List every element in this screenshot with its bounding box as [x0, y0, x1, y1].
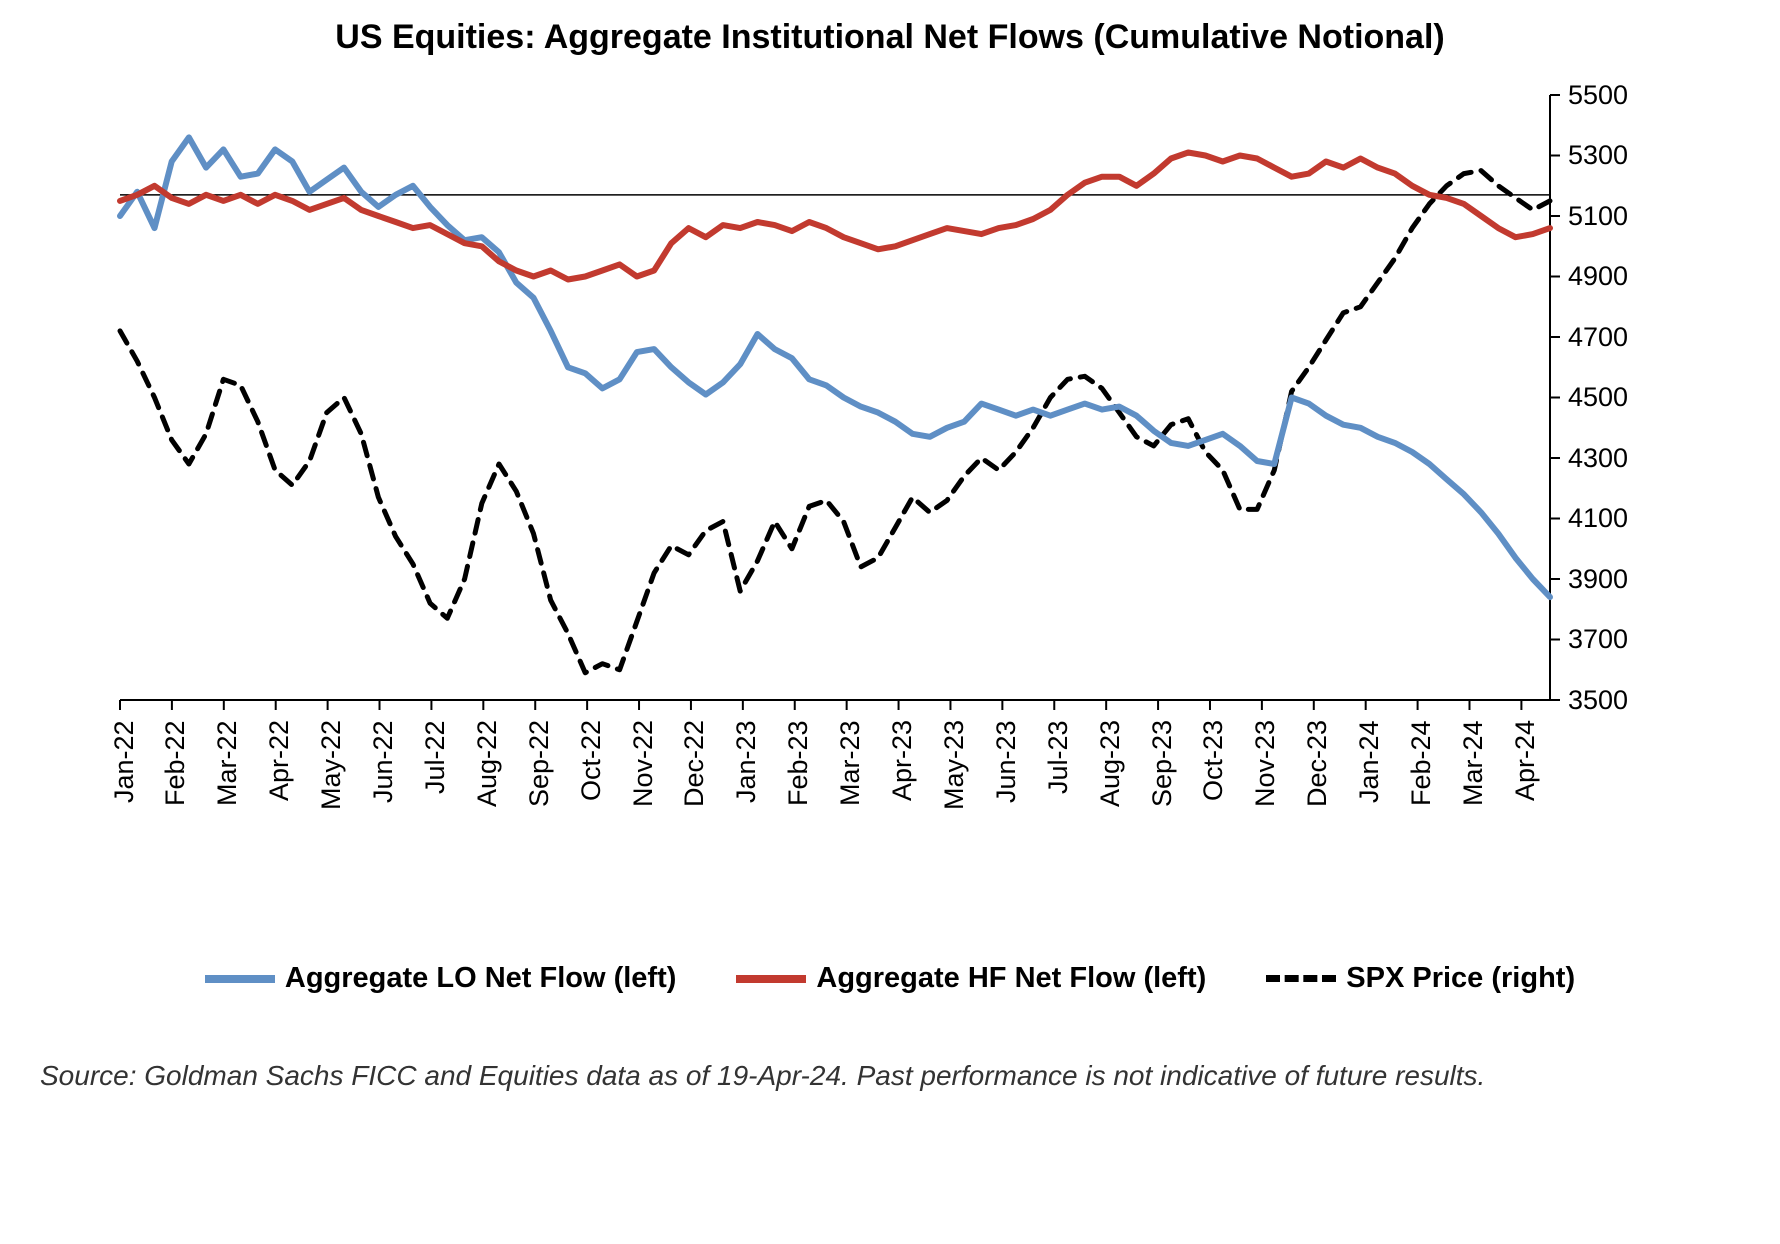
- y-tick-label: 5300: [1568, 140, 1628, 171]
- x-tick-label: Feb-24: [1406, 720, 1437, 806]
- y-tick-label: 4900: [1568, 261, 1628, 292]
- x-tick-label: Jun-23: [991, 720, 1022, 803]
- source-note: Source: Goldman Sachs FICC and Equities …: [40, 1060, 1485, 1092]
- x-tick-label: Jan-22: [109, 720, 140, 803]
- y-tick-label: 3900: [1568, 564, 1628, 595]
- y-tick-label: 4100: [1568, 503, 1628, 534]
- x-tick-label: Aug-22: [472, 720, 503, 807]
- x-tick-label: Jan-24: [1354, 720, 1385, 803]
- legend-swatch-lo: [205, 975, 275, 983]
- y-tick-label: 4700: [1568, 322, 1628, 353]
- x-tick-label: Apr-23: [887, 720, 918, 801]
- x-tick-label: Dec-22: [679, 720, 710, 807]
- y-tick-label: 5100: [1568, 201, 1628, 232]
- legend-item-lo: Aggregate LO Net Flow (left): [205, 962, 677, 995]
- plot-svg: [120, 95, 1550, 700]
- legend-swatch-hf: [736, 975, 806, 983]
- legend-label-hf: Aggregate HF Net Flow (left): [816, 962, 1206, 995]
- legend-label-spx: SPX Price (right): [1346, 962, 1575, 995]
- chart-title: US Equities: Aggregate Institutional Net…: [0, 18, 1780, 57]
- x-tick-label: Dec-23: [1302, 720, 1333, 807]
- x-tick-label: Oct-22: [576, 720, 607, 801]
- x-tick-label: Jun-22: [368, 720, 399, 803]
- x-tick-label: Nov-23: [1250, 720, 1281, 807]
- legend-label-lo: Aggregate LO Net Flow (left): [285, 962, 677, 995]
- plot-area: [120, 95, 1550, 700]
- y-tick-label: 4500: [1568, 382, 1628, 413]
- x-tick-label: Jan-23: [731, 720, 762, 803]
- x-tick-label: Aug-23: [1095, 720, 1126, 807]
- y-tick-label: 4300: [1568, 443, 1628, 474]
- x-tick-label: Feb-23: [783, 720, 814, 806]
- x-tick-label: Sep-22: [524, 720, 555, 807]
- x-tick-label: Feb-22: [160, 720, 191, 806]
- legend-item-hf: Aggregate HF Net Flow (left): [736, 962, 1206, 995]
- legend: Aggregate LO Net Flow (left) Aggregate H…: [0, 962, 1780, 995]
- legend-item-spx: SPX Price (right): [1266, 962, 1575, 995]
- x-tick-label: Mar-22: [212, 720, 243, 806]
- x-tick-label: Apr-22: [264, 720, 295, 801]
- legend-swatch-spx: [1266, 975, 1336, 982]
- x-tick-label: Jul-22: [420, 720, 451, 794]
- chart-container: US Equities: Aggregate Institutional Net…: [0, 0, 1780, 1244]
- x-tick-label: Oct-23: [1198, 720, 1229, 801]
- x-tick-label: Nov-22: [628, 720, 659, 807]
- y-tick-label: 3700: [1568, 624, 1628, 655]
- x-tick-label: Mar-23: [835, 720, 866, 806]
- y-tick-label: 3500: [1568, 685, 1628, 716]
- x-tick-label: Apr-24: [1510, 720, 1541, 801]
- x-tick-label: May-22: [316, 720, 347, 810]
- x-tick-label: Mar-24: [1458, 720, 1489, 806]
- x-tick-label: May-23: [939, 720, 970, 810]
- x-tick-label: Jul-23: [1043, 720, 1074, 794]
- y-tick-label: 5500: [1568, 80, 1628, 111]
- x-tick-label: Sep-23: [1147, 720, 1178, 807]
